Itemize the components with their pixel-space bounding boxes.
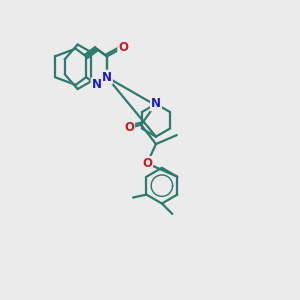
Text: N: N [92,78,101,92]
Text: O: O [142,157,152,170]
Text: N: N [102,71,112,84]
Text: O: O [118,41,128,54]
Text: N: N [151,98,161,110]
Text: O: O [124,121,134,134]
